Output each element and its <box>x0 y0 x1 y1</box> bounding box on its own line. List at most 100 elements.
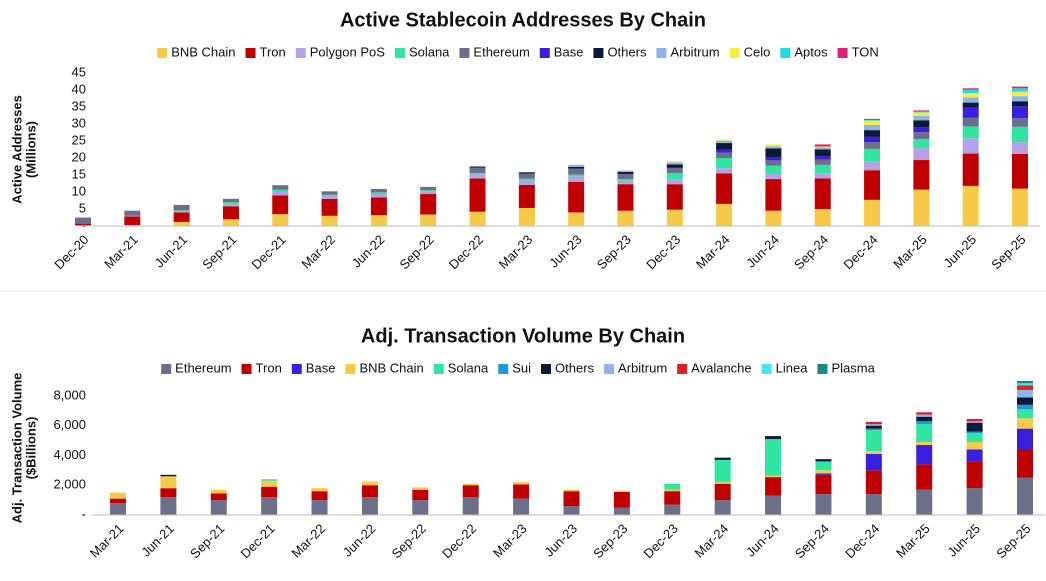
bar-segment <box>420 190 437 192</box>
legend-swatch <box>780 48 791 58</box>
x-tick-label: Dec-22 <box>446 232 486 272</box>
bar-segment <box>617 170 634 172</box>
bar-segment <box>716 152 733 158</box>
bar-segment <box>1012 142 1028 154</box>
legend-label: Arbitrum <box>618 360 667 375</box>
bar-segment <box>370 188 387 193</box>
bar-segment <box>568 181 585 213</box>
bar-segment <box>916 412 933 415</box>
bar-segment <box>568 176 585 182</box>
bar-segment <box>321 198 338 216</box>
bar-segment <box>913 111 930 113</box>
bar-segment <box>160 476 177 489</box>
bar-segment <box>765 165 782 174</box>
bar-segment <box>321 196 338 199</box>
bar-segment <box>110 503 126 515</box>
bar-segment <box>913 148 930 161</box>
bar-segment <box>1017 389 1033 398</box>
bar-segment <box>370 192 387 195</box>
bar-segment <box>865 428 882 431</box>
bar-segment <box>714 482 731 484</box>
legend-label: Celo <box>744 44 771 59</box>
bar-segment <box>916 489 933 515</box>
x-tick-label: Jun-21 <box>138 521 177 560</box>
legend-swatch <box>291 364 302 374</box>
bar-segment <box>962 117 979 127</box>
bar-segment <box>962 153 979 186</box>
bar-segment <box>814 156 831 160</box>
bar-segment <box>962 126 979 139</box>
bar-segment <box>462 497 479 515</box>
bar-segment <box>613 507 630 515</box>
bar-segment <box>864 136 881 143</box>
bar-segment <box>864 125 881 131</box>
bar-segment <box>913 115 930 121</box>
legend: Ethereum Tron Base BNB Chain Solana Sui Others… <box>161 360 876 375</box>
x-tick-label: Jun-21 <box>151 232 190 271</box>
bar-segment <box>814 173 831 179</box>
x-tick-label: Mar-21 <box>101 232 141 272</box>
bar-segment <box>814 147 831 150</box>
bar-segment <box>765 179 782 211</box>
bar-segment <box>666 162 683 165</box>
y-tick-label: 20 <box>72 149 86 164</box>
bar-segment <box>916 421 933 425</box>
bar-segment <box>513 484 530 499</box>
x-tick-label: Jun-22 <box>349 232 388 271</box>
x-tick-label: Mar-22 <box>298 232 338 272</box>
legend: BNB Chain Tron Polygon PoS Solana Ethereum Ba… <box>157 44 879 59</box>
bar-segment <box>765 173 782 180</box>
chart-title: Active Stablecoin Addresses By Chain <box>340 9 706 31</box>
legend-label: Solana <box>448 360 489 375</box>
bar-segment <box>765 495 782 515</box>
bar-segment <box>716 168 733 174</box>
bar-segment <box>716 143 733 150</box>
legend-label: Base <box>554 44 584 59</box>
bar-segment <box>1012 188 1028 226</box>
x-tick-label: Sep-25 <box>988 232 1028 272</box>
bar-segment <box>462 485 479 498</box>
bar-segment <box>321 215 338 226</box>
bar-segment <box>617 171 634 174</box>
bar-segment <box>1017 449 1033 478</box>
bar-segment <box>966 418 983 422</box>
bar-segment <box>617 173 634 180</box>
bar-segment <box>966 442 983 450</box>
bar-segment <box>913 110 930 112</box>
bar-segment <box>765 477 782 496</box>
bar-segment <box>814 146 831 148</box>
x-tick-label: Mar-25 <box>890 232 930 272</box>
bar-segment <box>865 430 882 451</box>
legend-swatch <box>245 48 256 58</box>
x-tick-label: Jun-25 <box>944 521 983 560</box>
bar-segment <box>865 470 882 495</box>
bar-segment <box>469 166 486 168</box>
bar-segment <box>865 424 882 426</box>
legend-label: Tron <box>260 44 286 59</box>
bar-segment <box>815 470 832 474</box>
bar-segment <box>124 215 141 217</box>
bar-segment <box>962 93 979 98</box>
legend-swatch <box>345 364 356 374</box>
x-tick-label: Mar-25 <box>893 521 933 561</box>
x-tick-label: Sep-24 <box>792 521 832 561</box>
bar-segment <box>272 195 289 215</box>
bar-segment <box>1012 91 1028 97</box>
bar-segment <box>617 179 634 181</box>
bar-segment <box>864 161 881 171</box>
x-tick-label: Mar-21 <box>87 521 127 561</box>
bar-segment <box>1012 118 1028 127</box>
x-tick-label: Jun-24 <box>743 521 782 560</box>
bar-segment <box>1012 88 1028 92</box>
legend-swatch <box>161 364 172 374</box>
bar-segment <box>222 206 239 220</box>
bar-segment <box>666 167 683 173</box>
legend-swatch <box>604 364 615 374</box>
bar-segment <box>765 477 782 478</box>
x-tick-label: Mar-22 <box>288 521 328 561</box>
bar-segment <box>311 491 328 501</box>
bar-segment <box>913 120 930 128</box>
bar-segment <box>865 453 882 471</box>
bar-segment <box>916 424 933 443</box>
bar-segment <box>966 431 983 434</box>
